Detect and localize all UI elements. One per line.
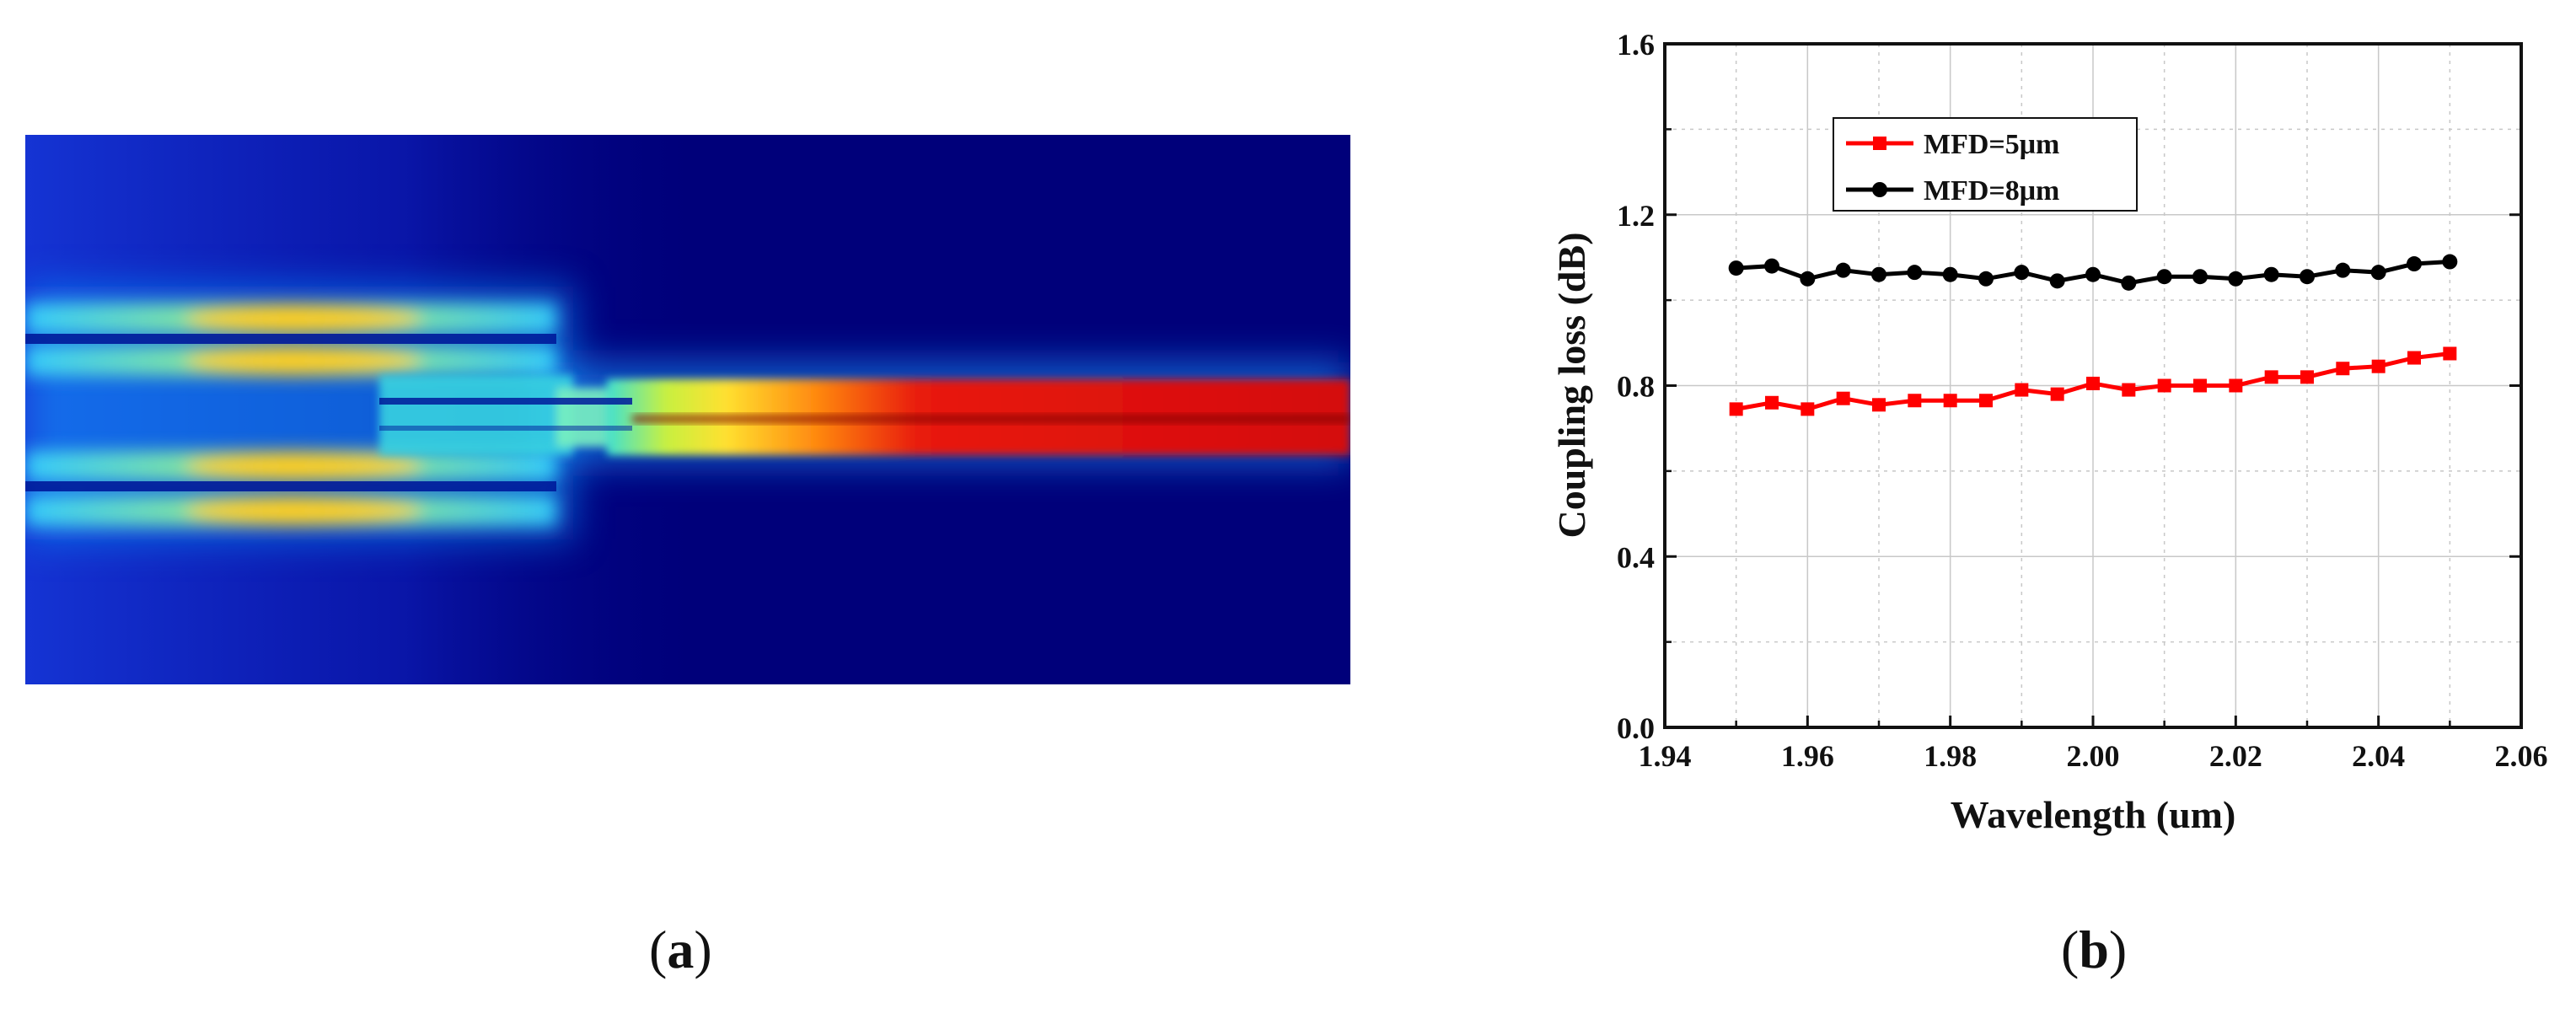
coupling-loss-chart: 1.94 1.96 1.98 2.00 2.02 2.04 2.06 0.0 0.4 0.8 1.2… (1500, 0, 2576, 1019)
data-point (1978, 271, 1994, 287)
caption-a: (a) (649, 920, 712, 979)
data-point (2121, 275, 2137, 291)
upper-branch (25, 303, 556, 376)
data-point (1836, 391, 1850, 405)
data-point (2370, 265, 2386, 281)
data-point (2335, 262, 2351, 278)
series-lines (1728, 254, 2458, 416)
data-point (2371, 359, 2385, 373)
x-tick-label: 1.98 (1924, 739, 1977, 773)
data-point (1729, 402, 1743, 416)
data-point (2407, 256, 2422, 272)
legend-marker (1872, 182, 1887, 197)
data-point (1943, 394, 1957, 408)
data-point (2407, 351, 2421, 365)
data-point (2264, 370, 2278, 384)
data-point (2229, 378, 2243, 393)
data-point (2192, 269, 2208, 285)
data-point (2193, 378, 2207, 393)
x-tick-label: 1.96 (1781, 739, 1834, 773)
y-axis-title: Coupling loss (dB) (1550, 232, 1593, 538)
x-tick-label: 2.02 (2209, 739, 2262, 773)
y-tick-label: 0.0 (1617, 711, 1655, 745)
data-point (2050, 387, 2064, 401)
data-point (2156, 269, 2172, 285)
data-point (1800, 271, 1816, 287)
data-point (2228, 271, 2244, 287)
data-point (1979, 394, 1993, 408)
data-point (2336, 362, 2350, 376)
y-tick-label: 0.4 (1617, 540, 1655, 574)
data-point (2014, 265, 2030, 281)
data-point (2443, 346, 2457, 361)
data-point (2157, 378, 2171, 393)
data-point (1871, 266, 1886, 282)
x-tick-label: 2.04 (2352, 739, 2405, 773)
caption-b: (b) (2061, 920, 2128, 979)
data-point (1908, 394, 1922, 408)
legend-label: MFD=5μm (1924, 129, 2059, 160)
data-point (2085, 266, 2101, 282)
data-point (1942, 266, 1958, 282)
y-tick-label: 1.6 (1617, 28, 1655, 62)
data-point (1765, 395, 1779, 410)
data-point (2049, 273, 2065, 289)
x-axis-title: Wavelength (um) (1951, 793, 2236, 836)
data-point (1801, 402, 1815, 416)
data-point (2300, 370, 2314, 384)
data-point (2122, 383, 2136, 397)
data-point (1872, 398, 1886, 412)
data-point (2263, 266, 2279, 282)
data-point (2015, 383, 2029, 397)
legend: MFD=5μm MFD=8μm (1833, 117, 2138, 212)
data-point (1907, 265, 1923, 281)
data-point (1835, 262, 1851, 278)
data-point (2442, 254, 2458, 270)
data-point (2300, 269, 2315, 285)
data-point (1764, 258, 1779, 274)
legend-label: MFD=8μm (1924, 175, 2059, 206)
field-intensity-map (25, 135, 1350, 684)
trunk-center-node (632, 416, 1350, 422)
legend-marker (1873, 137, 1886, 150)
y-tick-label: 1.2 (1617, 199, 1655, 233)
y-tick-label: 0.8 (1617, 370, 1655, 404)
x-tick-label: 2.00 (2067, 739, 2120, 773)
x-tick-label: 2.06 (2495, 739, 2548, 773)
lower-branch (25, 451, 556, 526)
data-point (2086, 376, 2100, 390)
x-tick-label: 1.94 (1639, 739, 1692, 773)
axis-ticks: 1.94 1.96 1.98 2.00 2.02 2.04 2.06 0.0 0.4 0.8 1.2… (1617, 28, 2548, 773)
data-point (1728, 260, 1744, 276)
